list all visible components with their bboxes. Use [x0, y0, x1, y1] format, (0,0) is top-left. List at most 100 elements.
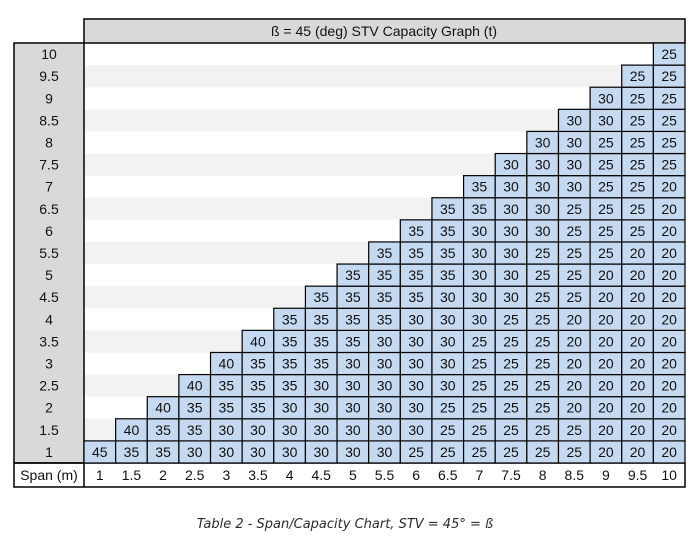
capacity-value: 30: [250, 444, 266, 460]
capacity-value: 30: [408, 400, 424, 416]
capacity-value: 30: [503, 201, 519, 217]
x-tick-label: 3.5: [248, 467, 268, 483]
capacity-value: 30: [440, 356, 456, 372]
capacity-value: 25: [630, 223, 646, 239]
capacity-value: 20: [567, 311, 583, 327]
capacity-value: 20: [598, 289, 614, 305]
x-tick-label: 9: [602, 467, 610, 483]
capacity-value: 25: [630, 68, 646, 84]
capacity-value: 25: [535, 378, 551, 394]
capacity-value: 30: [282, 444, 298, 460]
capacity-value: 20: [630, 356, 646, 372]
y-tick-label: 7: [45, 179, 53, 195]
capacity-value: 25: [535, 289, 551, 305]
capacity-value: 30: [503, 289, 519, 305]
y-axis-panel: [13, 42, 85, 464]
capacity-value: 25: [661, 46, 677, 62]
capacity-value: 25: [567, 444, 583, 460]
capacity-value: 35: [250, 400, 266, 416]
capacity-value: 35: [345, 311, 361, 327]
capacity-value: 35: [155, 444, 171, 460]
y-tick-label: 6.5: [39, 201, 59, 217]
capacity-value: 35: [219, 378, 235, 394]
x-tick-label: 10: [661, 467, 677, 483]
capacity-value: 30: [219, 444, 235, 460]
capacity-value: 30: [440, 289, 456, 305]
capacity-value: 25: [472, 378, 488, 394]
capacity-value: 30: [535, 134, 551, 150]
x-tick-label: 7: [475, 467, 483, 483]
capacity-value: 25: [503, 356, 519, 372]
capacity-value: 25: [503, 378, 519, 394]
capacity-value: 25: [535, 400, 551, 416]
x-tick-label: 5.5: [375, 467, 395, 483]
capacity-value: 35: [408, 289, 424, 305]
capacity-value: 30: [408, 333, 424, 349]
capacity-value: 20: [661, 179, 677, 195]
capacity-value: 30: [282, 422, 298, 438]
capacity-value: 35: [377, 267, 393, 283]
capacity-value: 30: [598, 112, 614, 128]
y-tick-label: 2.5: [39, 378, 59, 394]
capacity-value: 25: [535, 245, 551, 261]
capacity-value: 30: [313, 444, 329, 460]
table-caption: Table 2 - Span/Capacity Chart, STV = 45°…: [196, 517, 494, 532]
capacity-value: 20: [630, 311, 646, 327]
x-tick-label: 4: [286, 467, 294, 483]
capacity-value: 40: [187, 378, 203, 394]
capacity-value: 25: [535, 311, 551, 327]
capacity-value: 20: [598, 333, 614, 349]
capacity-value: 35: [313, 356, 329, 372]
y-tick-label: 3.5: [39, 333, 59, 349]
capacity-value: 25: [535, 356, 551, 372]
capacity-value: 25: [661, 134, 677, 150]
capacity-value: 35: [345, 267, 361, 283]
x-tick-label: 5: [349, 467, 357, 483]
capacity-value: 20: [630, 333, 646, 349]
capacity-chart: ß = 45 (deg) STV Capacity Graph (t) Span…: [13, 18, 686, 488]
capacity-value: 30: [472, 289, 488, 305]
x-tick-label: 2: [159, 467, 167, 483]
capacity-value: 30: [535, 223, 551, 239]
x-tick-label: 4.5: [312, 467, 332, 483]
capacity-value: 20: [567, 378, 583, 394]
y-tick-label: 1.5: [39, 422, 59, 438]
capacity-value: 20: [630, 245, 646, 261]
x-tick-label: 6.5: [438, 467, 458, 483]
y-tick-label: 4.5: [39, 289, 59, 305]
capacity-value: 20: [661, 245, 677, 261]
capacity-value: 20: [661, 289, 677, 305]
y-tick-label: 2: [45, 400, 53, 416]
capacity-value: 20: [567, 356, 583, 372]
capacity-value: 25: [630, 179, 646, 195]
capacity-value: 35: [282, 356, 298, 372]
capacity-value: 35: [408, 223, 424, 239]
capacity-value: 25: [567, 245, 583, 261]
capacity-value: 25: [567, 422, 583, 438]
x-tick-label: 6: [412, 467, 420, 483]
capacity-value: 35: [187, 400, 203, 416]
capacity-value: 25: [472, 400, 488, 416]
capacity-value: 30: [472, 267, 488, 283]
capacity-value: 30: [187, 444, 203, 460]
x-tick-label: 9.5: [628, 467, 648, 483]
capacity-value: 25: [535, 267, 551, 283]
x-tick-label: 2.5: [185, 467, 205, 483]
capacity-value: 40: [155, 400, 171, 416]
y-tick-label: 9: [45, 90, 53, 106]
capacity-value: 30: [598, 90, 614, 106]
capacity-value: 35: [187, 422, 203, 438]
capacity-value: 35: [377, 311, 393, 327]
capacity-value: 25: [630, 90, 646, 106]
y-tick-label: 9.5: [39, 68, 59, 84]
capacity-value: 30: [313, 400, 329, 416]
capacity-value: 30: [503, 223, 519, 239]
capacity-value: 20: [567, 333, 583, 349]
y-tick-label: 6: [45, 223, 53, 239]
capacity-value: 35: [282, 378, 298, 394]
capacity-value: 40: [219, 356, 235, 372]
capacity-value: 25: [535, 444, 551, 460]
capacity-value: 25: [661, 90, 677, 106]
capacity-value: 30: [567, 179, 583, 195]
capacity-value: 20: [661, 444, 677, 460]
